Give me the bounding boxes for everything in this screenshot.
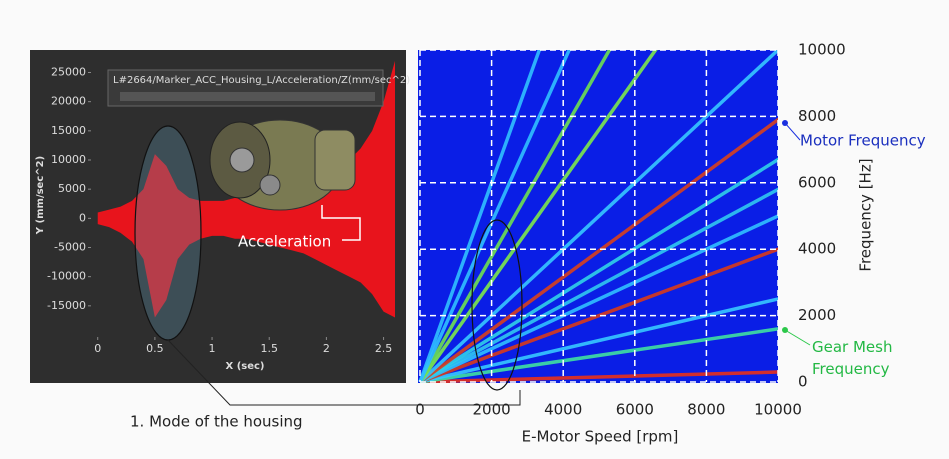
x-tick-label: 0.5 [146, 342, 164, 355]
x-axis-label: E-Motor Speed [rpm] [522, 428, 679, 446]
y-tick-label: -15000 [47, 299, 86, 312]
mode-ellipse-right [471, 219, 523, 391]
x-tick-label: 6000 [616, 401, 654, 419]
gear-pointer [784, 329, 811, 346]
accel-pointer [321, 205, 361, 241]
waveform-area [97, 60, 395, 318]
order-line [418, 50, 612, 383]
y-tick-label: 5000 [58, 182, 86, 195]
waveform-chart: 25000 20000 15000 10000 5000 0 -5000 -10000 -150… [35, 60, 395, 372]
caption: 1. Mode of the housing [130, 413, 303, 431]
gear-label: Gear Mesh Frequency [812, 338, 893, 378]
x-tick-label: 2000 [473, 401, 511, 419]
y-tick-label: 0 [79, 211, 86, 224]
accel-label: Acceleration [238, 233, 331, 251]
x-tick-label: 0 [94, 342, 101, 355]
motor-label: Motor Frequency [800, 132, 926, 150]
x-tick-label: 4000 [544, 401, 582, 419]
y-tick-label: 25000 [51, 66, 86, 79]
motor-icon [209, 119, 356, 211]
y-tick-label: 4000 [798, 240, 836, 258]
x-tick-label: 2 [323, 342, 330, 355]
y-axis-label: Frequency [Hz] [857, 158, 875, 271]
x-tick-label: 8000 [687, 401, 725, 419]
signal-title: L#2664/Marker_ACC_Housing_L/Acceleration… [113, 75, 410, 86]
y-tick-label: 15000 [51, 124, 86, 137]
y-tick-label: 8000 [798, 107, 836, 125]
x-tick-label: 2.5 [375, 342, 393, 355]
x-tick-label: 1 [209, 342, 216, 355]
motor-pointer [784, 122, 801, 141]
y-tick-label: 10000 [51, 153, 86, 166]
y-tick-label: 0 [798, 373, 808, 391]
y-axis-label: Y (mm/sec^2) [35, 156, 46, 235]
y-tick-label: 6000 [798, 173, 836, 191]
mode-ellipse [134, 125, 202, 341]
scrollbar [120, 92, 375, 101]
y-tick-label: 2000 [798, 306, 836, 324]
x-axis-label: X (sec) [226, 361, 265, 372]
y-tick-label: -5000 [54, 241, 86, 254]
x-tick-label: 1.5 [260, 342, 278, 355]
x-tick-label: 10000 [754, 401, 802, 419]
y-tick-label: 10000 [798, 41, 846, 59]
y-tick-label: 20000 [51, 95, 86, 108]
y-tick-label: -10000 [47, 270, 86, 283]
x-tick-label: 0 [415, 401, 425, 419]
mode-connector [167, 339, 521, 406]
